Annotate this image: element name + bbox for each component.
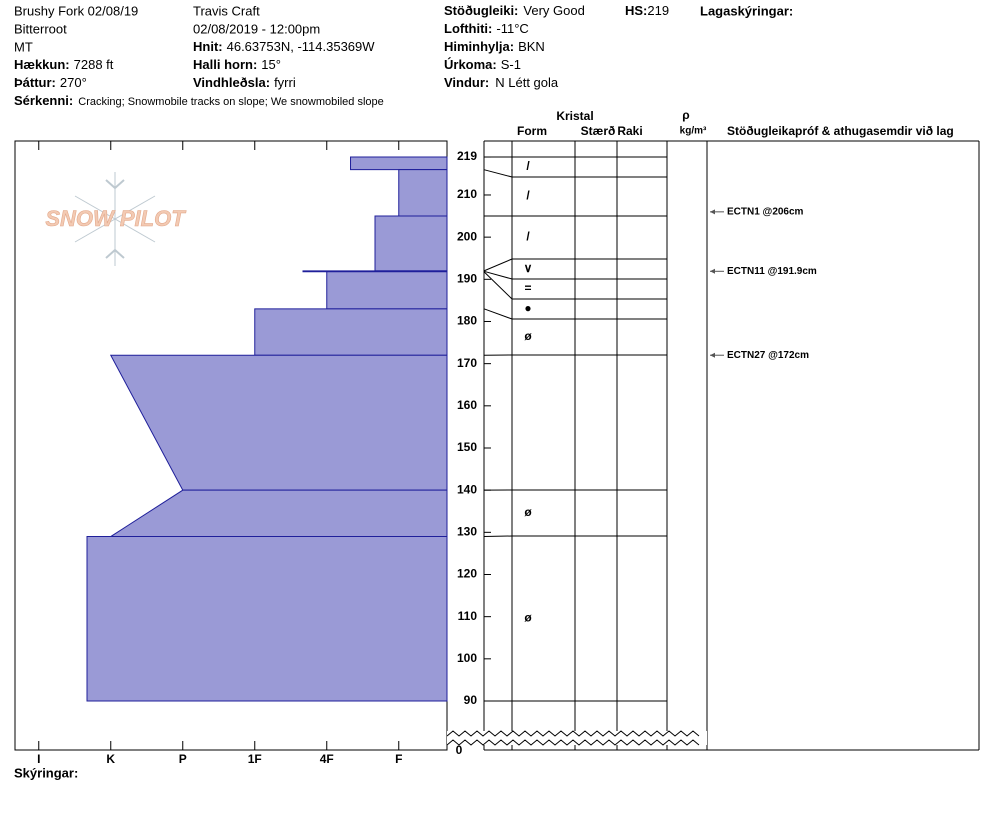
tests-header: Stöðugleikapróf & athugasemdir við lag — [727, 124, 954, 138]
density-header: ρ — [682, 108, 689, 122]
test-label: ECTN27 @172cm — [727, 350, 809, 361]
layer-connector — [483, 258, 513, 272]
column-headers: Kristal Form Stærð Raki ρ kg/m³ Stöðugle… — [517, 108, 954, 138]
grain-form: ø — [524, 505, 532, 519]
hardness-tick-label: 4F — [320, 752, 334, 766]
hardness-tick-label: P — [179, 752, 187, 766]
hardness-layer — [374, 215, 448, 272]
density-unit: kg/m³ — [680, 126, 707, 137]
observer: Travis Craft — [193, 3, 260, 18]
height-tick-label: 110 — [458, 609, 478, 623]
wind-loading: Vindhleðsla: fyrri — [193, 75, 296, 90]
frames — [14, 140, 980, 751]
header: Brushy Fork 02/08/19 Bitterroot MT Hækku… — [14, 3, 793, 108]
test-label: ECTN1 @206cm — [727, 206, 804, 217]
layer-connector — [483, 169, 513, 178]
hardness-layer — [350, 156, 448, 171]
height-tick-label: 200 — [457, 229, 477, 243]
test-arrowhead — [710, 268, 715, 274]
crystal-header: Kristal — [556, 109, 593, 123]
stability: Stöðugleiki: Very Good — [444, 3, 585, 18]
hardness-tick-label: I — [37, 752, 40, 766]
height-tick-label: 150 — [457, 440, 477, 454]
hardness-tick-label: 1F — [248, 752, 262, 766]
elevation: Hækkun: 7288 ft — [14, 57, 114, 72]
hardness-layer — [326, 271, 448, 310]
test-arrowhead — [710, 209, 715, 215]
grain-form: ∨ — [524, 261, 533, 275]
moisture-header: Raki — [617, 124, 642, 138]
height-tick-label: 210 — [457, 187, 477, 201]
grain-form: / — [526, 159, 530, 173]
break-mask — [447, 731, 707, 745]
logo-text: SNOW PILOT — [45, 206, 186, 231]
hs: HS:219 — [625, 3, 669, 18]
size-header: Stærð — [581, 124, 616, 138]
height-tick-label: 190 — [457, 271, 477, 285]
hardness-tick-label: F — [395, 752, 402, 766]
slope: Halli horn: 15° — [193, 57, 281, 72]
sky: Himinhylja: BKN — [444, 39, 545, 54]
grain-form: ø — [524, 611, 532, 625]
hardness-layer — [86, 536, 448, 702]
height-tick-label: 219 — [457, 149, 477, 163]
axis-break — [446, 730, 700, 737]
layer-connector — [483, 270, 513, 280]
grain-form: / — [526, 189, 530, 203]
layer-connector — [483, 535, 513, 538]
features: Sérkenni: Cracking; Snowmobile tracks on … — [14, 93, 384, 108]
height-tick-label: 170 — [457, 356, 477, 370]
layer-connector — [483, 271, 513, 300]
height-origin-label: 0 — [456, 743, 463, 757]
logo: SNOW PILOT — [45, 172, 187, 266]
test-arrowhead — [710, 352, 715, 358]
test-label: ECTN11 @191.9cm — [727, 266, 817, 277]
layer-connector — [483, 308, 513, 320]
location: Brushy Fork 02/08/19 — [14, 3, 138, 18]
height-tick-label: 130 — [457, 524, 477, 538]
hardness-layer — [109, 354, 448, 491]
hardness-layer — [398, 169, 448, 217]
axis-break — [446, 739, 700, 746]
coords: Hnit: 46.63753N, -114.35369W — [193, 39, 375, 54]
datetime: 02/08/2019 - 12:00pm — [193, 21, 320, 36]
height-tick-label: 100 — [457, 651, 477, 665]
state: MT — [14, 39, 33, 54]
height-tick-label: 120 — [457, 567, 477, 581]
layer-notes: Lagaskýringar: — [700, 3, 793, 18]
footer: Skýringar: — [14, 765, 78, 780]
precip: Úrkoma: S-1 — [444, 57, 521, 72]
hardness-tick-label: K — [106, 752, 115, 766]
wind: Vindur: N Létt gola — [444, 75, 559, 90]
hardness-layer — [109, 489, 448, 538]
grain-form: ø — [524, 329, 532, 343]
air-temp: Lofthiti: -11°C — [444, 21, 529, 36]
height-tick-label: 90 — [464, 693, 478, 707]
grain-form: / — [526, 230, 530, 244]
grain-form: = — [524, 281, 531, 295]
height-tick-label: 140 — [457, 482, 477, 496]
grain-form: ● — [524, 301, 531, 315]
height-tick-label: 180 — [457, 314, 477, 328]
form-header: Form — [517, 124, 547, 138]
aspect: Þáttur: 270° — [14, 75, 87, 90]
hardness-layer — [254, 308, 448, 356]
range: Bitterroot — [14, 21, 67, 36]
height-tick-label: 160 — [457, 398, 477, 412]
